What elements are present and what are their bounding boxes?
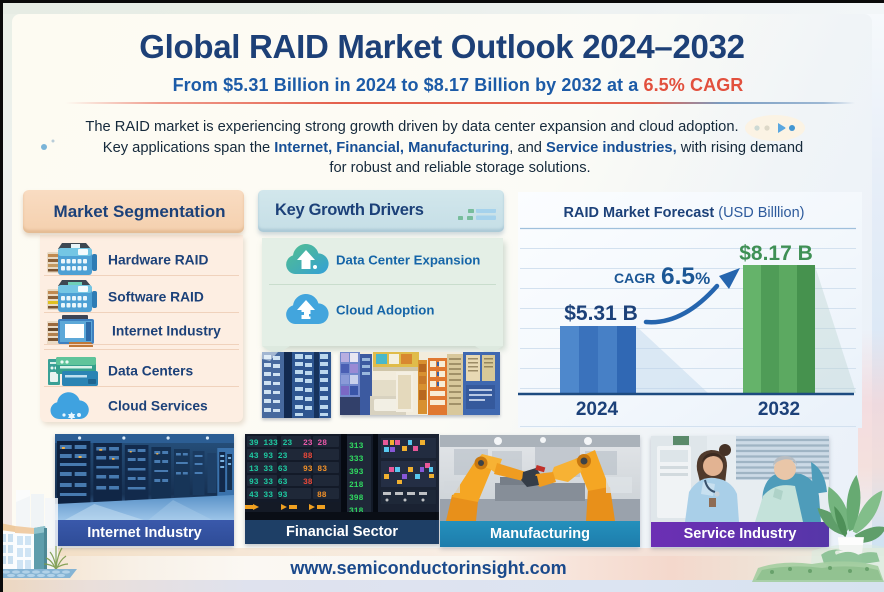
svg-text:CAGR: CAGR <box>614 270 655 286</box>
svg-text:38: 38 <box>303 478 313 487</box>
svg-text:$8.17 B: $8.17 B <box>739 242 813 265</box>
svg-text:218: 218 <box>349 481 364 490</box>
svg-text:88: 88 <box>303 452 313 461</box>
svg-text:313: 313 <box>349 442 364 451</box>
svg-text:93 33 63: 93 33 63 <box>249 478 288 487</box>
svg-text:318: 318 <box>349 507 364 516</box>
svg-text:13 33 63: 13 33 63 <box>249 465 288 474</box>
svg-text:43 33 93: 43 33 93 <box>249 491 288 500</box>
svg-text:23 28: 23 28 <box>303 439 327 448</box>
svg-text:39 133 23: 39 133 23 <box>249 439 292 448</box>
svg-text:333: 333 <box>349 455 364 464</box>
svg-text:398: 398 <box>349 494 364 503</box>
svg-text:43 93 23: 43 93 23 <box>249 452 288 461</box>
svg-text:93 83: 93 83 <box>303 465 327 474</box>
svg-text:RAID Market Forecast (USD Bill: RAID Market Forecast (USD Billlion) <box>564 205 805 221</box>
svg-text:2024: 2024 <box>576 399 619 420</box>
svg-text:393: 393 <box>349 468 364 477</box>
svg-text:88: 88 <box>317 491 327 500</box>
svg-text:$5.31 B: $5.31 B <box>564 302 638 325</box>
svg-text:2032: 2032 <box>758 399 800 420</box>
